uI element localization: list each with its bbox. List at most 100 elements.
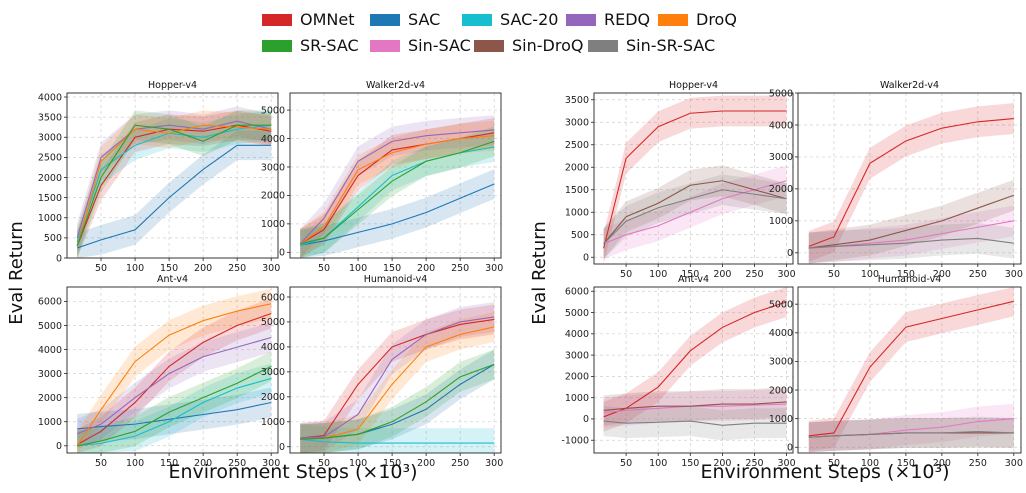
panel-title: Ant-v4: [678, 274, 709, 285]
confidence-band: [300, 349, 495, 453]
confidence-band: [300, 120, 495, 258]
plot-frame: [289, 92, 502, 259]
confidence-band: [603, 165, 787, 260]
y-tick-label: 6000: [261, 292, 285, 303]
confidence-band: [300, 304, 495, 453]
x-tick-label: 50: [95, 458, 107, 469]
y-tick-label: 0: [56, 253, 62, 264]
series-line: [300, 316, 495, 439]
legend-label: Sin-SR-SAC: [626, 36, 715, 55]
y-tick-label: 0: [56, 441, 62, 452]
legend-label: REDQ: [604, 10, 650, 29]
x-tick-label: 150: [383, 263, 401, 274]
y-tick-label: 2000: [38, 173, 62, 184]
confidence-band: [808, 287, 1014, 451]
x-tick-label: 150: [160, 263, 178, 274]
x-tick-label: 150: [681, 269, 699, 280]
confidence-band: [300, 117, 495, 258]
x-axis-label: Environment Steps (×10³): [168, 461, 417, 483]
series-line: [603, 180, 787, 245]
x-tick-label: 100: [649, 458, 667, 469]
x-tick-label: 200: [417, 458, 435, 469]
series-line: [77, 377, 272, 447]
panel: 50 100 150 200 250 30005001000150020002500300…: [565, 80, 796, 280]
confidence-band: [603, 174, 787, 260]
series-line: [76, 312, 272, 446]
x-tick-label: 200: [713, 269, 731, 280]
y-axis-label: Eval Return: [529, 221, 550, 325]
series-line: [299, 129, 495, 245]
panel-title: Hopper-v4: [669, 80, 718, 91]
legend-swatch: [566, 14, 596, 26]
x-tick-label: 50: [95, 263, 107, 274]
confidence-band: [603, 95, 787, 264]
legend-swatch: [370, 40, 400, 52]
y-tick-label: 1000: [261, 417, 285, 428]
confidence-band: [77, 110, 272, 258]
legend-swatch: [658, 14, 688, 26]
series-line: [808, 430, 1014, 438]
y-tick-label: 1000: [565, 393, 589, 404]
x-tick-label: 250: [228, 458, 246, 469]
y-tick-label: 4000: [261, 342, 285, 353]
plot-frame: [66, 92, 279, 259]
y-tick-label: 5000: [261, 317, 285, 328]
y-tick-label: 3500: [38, 112, 62, 123]
y-tick-label: 3000: [38, 133, 62, 144]
series-line: [300, 140, 495, 245]
y-tick-label: 3000: [565, 118, 589, 129]
x-tick-label: 200: [933, 458, 951, 469]
panel-title: Walker2d-v4: [880, 80, 939, 91]
y-tick-label: 3000: [38, 369, 62, 380]
legend-swatch: [474, 40, 504, 52]
series-line: [603, 189, 787, 245]
y-tick-label: 1000: [769, 414, 793, 425]
series-line: [808, 118, 1014, 247]
y-tick-label: 1000: [261, 219, 285, 230]
x-tick-label: 150: [681, 458, 699, 469]
chart-group-right: 50 100 150 200 250 30005001000150020002500300…: [529, 80, 1023, 483]
x-tick-label: 200: [713, 458, 731, 469]
y-tick-label: 4000: [38, 345, 62, 356]
x-tick-label: 250: [451, 458, 469, 469]
y-tick-label: 1000: [38, 213, 62, 224]
panel-title: Humanoid-v4: [878, 274, 942, 285]
series-line: [77, 365, 272, 447]
confidence-band: [77, 351, 272, 453]
y-tick-label: 3000: [769, 357, 793, 368]
legend-label: Sin-DroQ: [512, 36, 583, 55]
x-tick-label: 100: [861, 269, 879, 280]
series-line: [299, 135, 495, 245]
x-tick-label: 100: [126, 458, 144, 469]
panel: 50 100 150 200 250 30005001000150020002500300…: [38, 80, 280, 274]
y-tick-label: 2000: [769, 184, 793, 195]
y-tick-label: 0: [279, 248, 285, 259]
y-tick-label: 5000: [565, 308, 589, 319]
confidence-band: [808, 205, 1014, 264]
y-tick-label: 2000: [769, 385, 793, 396]
y-tick-label: 1500: [38, 193, 62, 204]
panel: 50 100 150 200 250 30001000200030004000500060…: [38, 274, 280, 469]
confidence-band: [77, 288, 272, 453]
series-line: [300, 183, 495, 246]
confidence-band: [77, 110, 272, 258]
confidence-band: [300, 115, 495, 259]
confidence-band: [808, 418, 1014, 453]
series-line: [300, 363, 495, 440]
y-tick-label: 6000: [565, 287, 589, 298]
x-tick-label: 300: [485, 263, 503, 274]
confidence-band: [300, 169, 495, 258]
x-tick-label: 300: [1005, 269, 1023, 280]
y-tick-label: 0: [787, 248, 793, 259]
y-axis-label: Eval Return: [6, 221, 27, 325]
y-tick-label: 6000: [38, 297, 62, 308]
confidence-band: [300, 349, 495, 453]
y-tick-label: 4000: [769, 328, 793, 339]
confidence-band: [77, 363, 272, 453]
plot-frame: [593, 286, 794, 454]
y-tick-label: 3500: [565, 95, 589, 106]
panel: 50 100 150 200 250 300010002000300040005000Wa…: [261, 80, 503, 274]
confidence-band: [77, 110, 272, 258]
y-tick-label: 1500: [565, 185, 589, 196]
y-tick-label: 5000: [769, 299, 793, 310]
